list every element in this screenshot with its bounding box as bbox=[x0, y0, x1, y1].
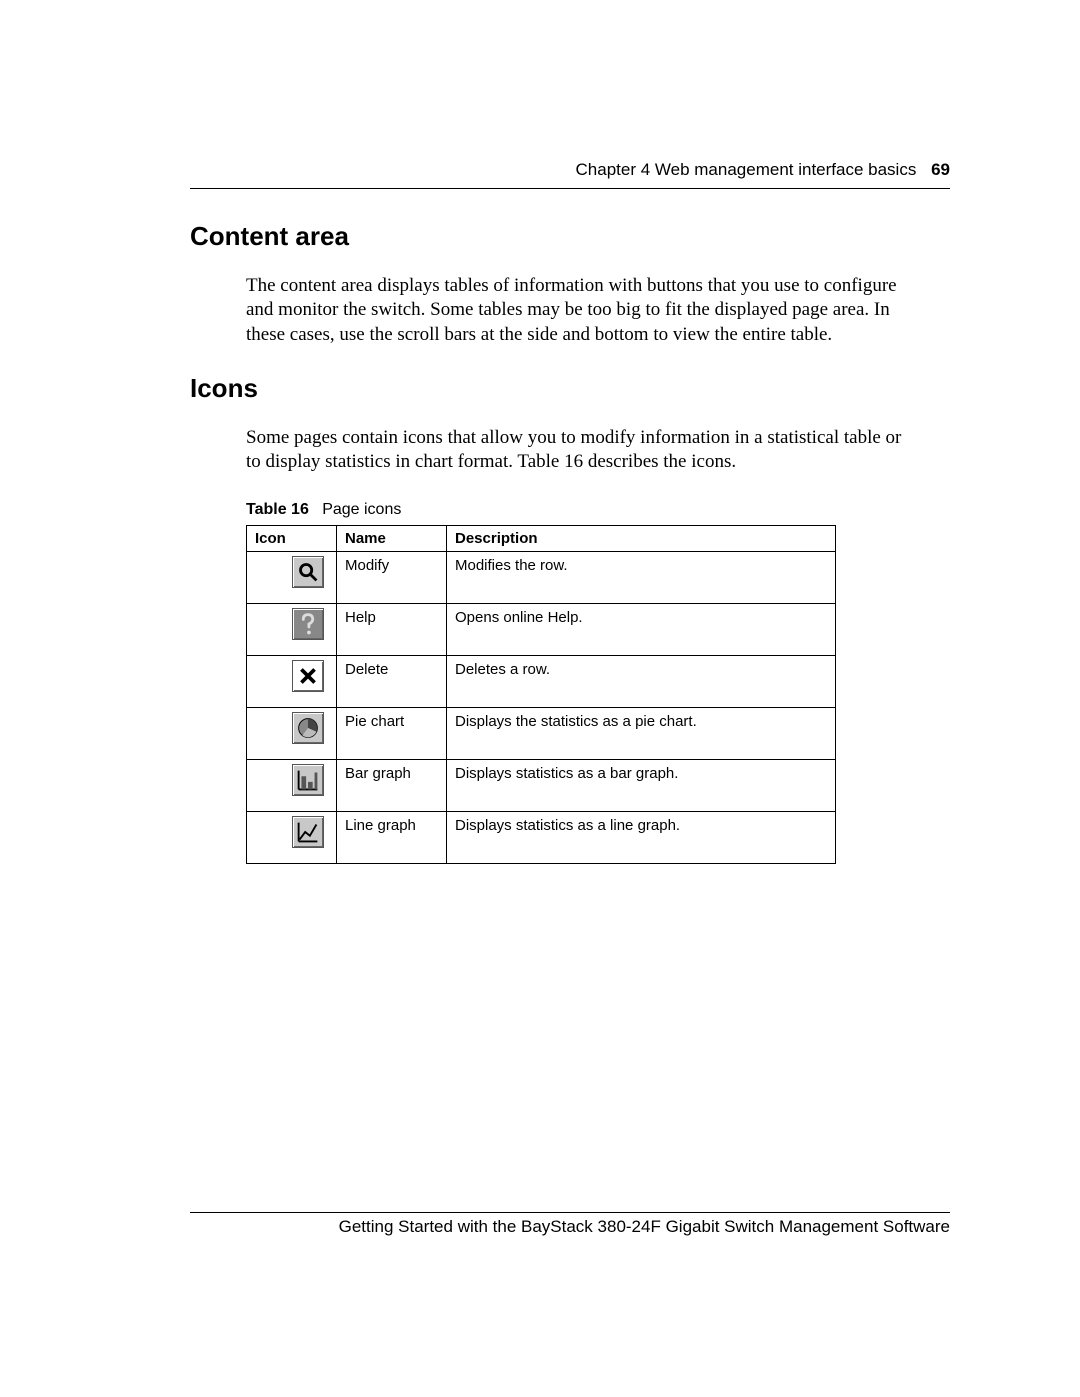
table-row: Delete Deletes a row. bbox=[247, 655, 836, 707]
table-row: Line graph Displays statistics as a line… bbox=[247, 811, 836, 863]
cell-icon bbox=[247, 655, 337, 707]
col-header-description: Description bbox=[447, 525, 836, 551]
page-footer: Getting Started with the BayStack 380-24… bbox=[190, 1212, 950, 1237]
cell-description: Displays statistics as a line graph. bbox=[447, 811, 836, 863]
cell-name: Bar graph bbox=[337, 759, 447, 811]
col-header-icon: Icon bbox=[247, 525, 337, 551]
help-icon bbox=[292, 608, 324, 640]
page-header: Chapter 4 Web management interface basic… bbox=[190, 160, 950, 189]
line-graph-icon bbox=[292, 816, 324, 848]
table-row: Modify Modifies the row. bbox=[247, 551, 836, 603]
cell-name: Modify bbox=[337, 551, 447, 603]
cell-description: Modifies the row. bbox=[447, 551, 836, 603]
paragraph-content-area: The content area displays tables of info… bbox=[246, 274, 906, 347]
cell-icon bbox=[247, 759, 337, 811]
table-caption: Table 16 Page icons bbox=[246, 501, 950, 519]
table-header-row: Icon Name Description bbox=[247, 525, 836, 551]
table-label: Table 16 bbox=[246, 501, 309, 518]
paragraph-icons: Some pages contain icons that allow you … bbox=[246, 426, 906, 475]
cell-name: Delete bbox=[337, 655, 447, 707]
cell-icon bbox=[247, 551, 337, 603]
cell-name: Pie chart bbox=[337, 707, 447, 759]
footer-text: Getting Started with the BayStack 380-24… bbox=[339, 1217, 950, 1236]
table-row: Pie chart Displays the statistics as a p… bbox=[247, 707, 836, 759]
cell-icon bbox=[247, 811, 337, 863]
heading-content-area: Content area bbox=[190, 221, 950, 252]
col-header-name: Name bbox=[337, 525, 447, 551]
document-page: Chapter 4 Web management interface basic… bbox=[0, 0, 1080, 1397]
table-caption-text: Page icons bbox=[322, 501, 401, 518]
chapter-title: Chapter 4 Web management interface basic… bbox=[576, 160, 917, 179]
table-row: Bar graph Displays statistics as a bar g… bbox=[247, 759, 836, 811]
page-icons-table: Icon Name Description Modify Modifies th… bbox=[246, 525, 836, 864]
cell-name: Line graph bbox=[337, 811, 447, 863]
cell-description: Displays statistics as a bar graph. bbox=[447, 759, 836, 811]
page-number: 69 bbox=[931, 160, 950, 179]
delete-icon bbox=[292, 660, 324, 692]
cell-icon bbox=[247, 707, 337, 759]
table-row: Help Opens online Help. bbox=[247, 603, 836, 655]
cell-description: Deletes a row. bbox=[447, 655, 836, 707]
heading-icons: Icons bbox=[190, 373, 950, 404]
bar-graph-icon bbox=[292, 764, 324, 796]
cell-description: Opens online Help. bbox=[447, 603, 836, 655]
cell-icon bbox=[247, 603, 337, 655]
pie-chart-icon bbox=[292, 712, 324, 744]
cell-name: Help bbox=[337, 603, 447, 655]
cell-description: Displays the statistics as a pie chart. bbox=[447, 707, 836, 759]
modify-icon bbox=[292, 556, 324, 588]
